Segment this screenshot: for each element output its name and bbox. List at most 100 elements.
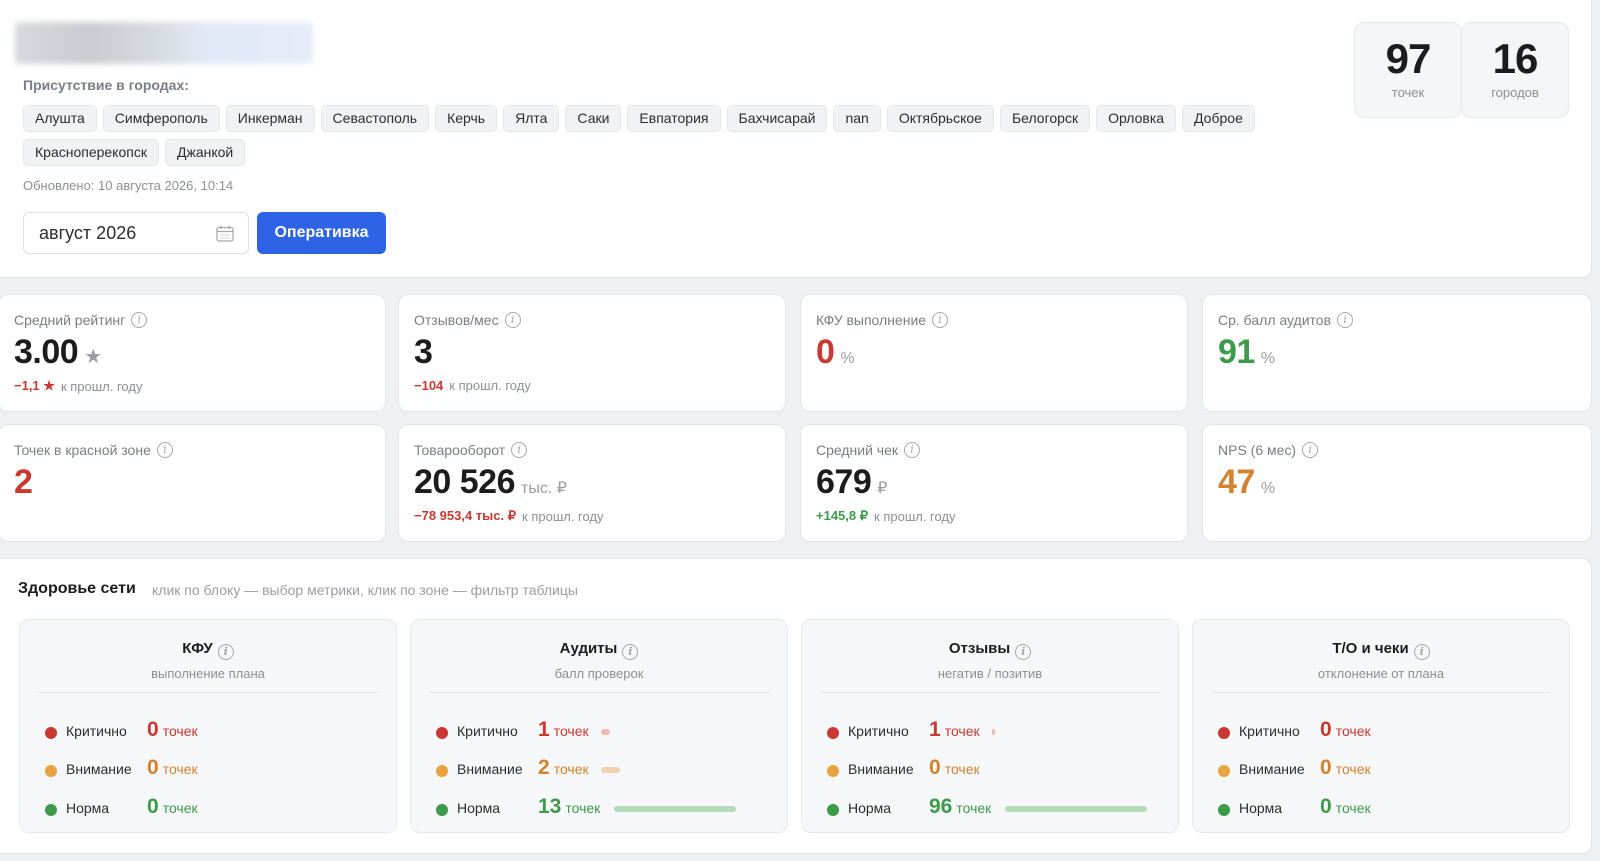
city-chip[interactable]: Орловка bbox=[1096, 105, 1177, 132]
zone-row-warning[interactable]: Внимание 0 точек bbox=[1218, 756, 1551, 782]
zone-bar bbox=[992, 729, 995, 735]
kpi-delta: −1,1 ★ bbox=[14, 378, 55, 393]
network-health-card: Здоровье сети клик по блоку — выбор метр… bbox=[0, 558, 1592, 854]
kpi-avg-check[interactable]: Средний чек i 679 ₽ +145,8 ₽ к прошл. году bbox=[800, 424, 1188, 542]
kpi-title: КФУ выполнение bbox=[816, 312, 927, 328]
divider bbox=[38, 692, 378, 693]
kpi-turnover[interactable]: Товарооборот i 20 526 тыс. ₽ −78 953,4 ты… bbox=[398, 424, 786, 542]
zone-label: Критично bbox=[848, 723, 909, 739]
zone-count: 0 точек bbox=[1320, 795, 1371, 818]
kpi-nps[interactable]: NPS (6 мес) i 47 % bbox=[1202, 424, 1592, 542]
kpi-title: Ср. балл аудитов bbox=[1218, 312, 1332, 328]
period-picker[interactable]: август 2026 bbox=[23, 212, 249, 254]
divider bbox=[820, 692, 1160, 693]
zone-row-warning[interactable]: Внимание 0 точек bbox=[45, 756, 378, 782]
zone-row-critical[interactable]: Критично 0 точек bbox=[1218, 718, 1551, 744]
city-chip[interactable]: Алушта bbox=[23, 105, 97, 132]
zone-label: Внимание bbox=[66, 761, 132, 777]
info-icon[interactable]: i bbox=[1413, 644, 1430, 660]
health-block[interactable]: КФУ i выполнение плана Критично 0 точек Вниман… bbox=[19, 619, 397, 833]
zone-bar bbox=[601, 729, 610, 735]
city-chip[interactable]: Октябрьское bbox=[886, 105, 994, 132]
city-chip[interactable]: Инкерман bbox=[225, 105, 315, 132]
info-icon[interactable]: i bbox=[131, 312, 148, 328]
kpi-kfu-completion[interactable]: КФУ выполнение i 0 % bbox=[800, 294, 1188, 412]
zone-row-critical[interactable]: Критично 0 точек bbox=[45, 718, 378, 744]
health-block[interactable]: Отзывы i негатив / позитив Критично 1 точек Вн… bbox=[801, 619, 1179, 833]
kpi-avg-rating[interactable]: Средний рейтинг i 3.00 ★ −1,1 ★ к прошл. г… bbox=[0, 294, 386, 412]
zone-count: 96 точек bbox=[929, 795, 992, 818]
city-chip[interactable]: Красноперекопск bbox=[23, 139, 159, 166]
zone-dot bbox=[45, 727, 57, 739]
kpi-value: 47 bbox=[1218, 463, 1255, 501]
zone-row-normal[interactable]: Норма 13 точек bbox=[436, 795, 769, 821]
kpi-red-zone-points[interactable]: Точек в красной зоне i 2 bbox=[0, 424, 386, 542]
operativka-button[interactable]: Оперативка bbox=[257, 212, 386, 254]
zone-row-critical[interactable]: Критично 1 точек bbox=[827, 718, 1160, 744]
period-value: август 2026 bbox=[39, 223, 137, 243]
zone-bar bbox=[614, 806, 736, 812]
health-block-subtitle: балл проверок bbox=[554, 666, 644, 681]
health-block-subtitle: выполнение плана bbox=[151, 666, 265, 681]
kpi-title: Товарооборот bbox=[414, 442, 506, 458]
info-icon[interactable]: i bbox=[1015, 644, 1032, 660]
city-chip[interactable]: Керчь bbox=[435, 105, 498, 132]
kpi-value: 91 bbox=[1218, 333, 1255, 371]
city-chip[interactable]: Бахчисарай bbox=[726, 105, 828, 132]
city-chip[interactable]: Доброе bbox=[1182, 105, 1255, 132]
kpi-audit-score[interactable]: Ср. балл аудитов i 91 % bbox=[1202, 294, 1592, 412]
zone-row-normal[interactable]: Норма 0 точек bbox=[1218, 795, 1551, 821]
zone-label: Критично bbox=[1239, 723, 1300, 739]
city-chip[interactable]: Евпатория bbox=[627, 105, 721, 132]
city-chip[interactable]: Севастополь bbox=[320, 105, 430, 132]
kpi-title: Средний чек bbox=[816, 442, 899, 458]
kpi-delta-note: к прошл. году bbox=[522, 508, 604, 524]
zone-count: 0 точек bbox=[929, 756, 980, 779]
health-block-subtitle: негатив / позитив bbox=[937, 666, 1043, 681]
city-chip[interactable]: Джанкой bbox=[164, 139, 246, 166]
zone-row-normal[interactable]: Норма 0 точек bbox=[45, 795, 378, 821]
zone-dot bbox=[827, 765, 839, 777]
zone-label: Внимание bbox=[848, 761, 914, 777]
kpi-delta-note: к прошл. году bbox=[60, 378, 143, 394]
health-block[interactable]: Аудиты i балл проверок Критично 1 точек Вниман… bbox=[410, 619, 788, 833]
zone-row-normal[interactable]: Норма 96 точек bbox=[827, 795, 1160, 821]
zone-row-critical[interactable]: Критично 1 точек bbox=[436, 718, 769, 744]
kpi-unit: % bbox=[840, 350, 855, 367]
zone-row-warning[interactable]: Внимание 0 точек bbox=[827, 756, 1160, 782]
kpi-delta: −104 bbox=[414, 378, 444, 393]
kpi-delta-note: к прошл. году bbox=[449, 378, 531, 393]
zone-label: Норма bbox=[848, 800, 892, 816]
city-chip[interactable]: Белогорск bbox=[999, 105, 1091, 132]
kpi-reviews-per-month[interactable]: Отзывов/мес i 3 −104 к прошл. году bbox=[398, 294, 786, 412]
zone-row-warning[interactable]: Внимание 2 точек bbox=[436, 756, 769, 782]
city-chip[interactable]: nan bbox=[833, 105, 881, 132]
zone-dot bbox=[1218, 765, 1230, 777]
info-icon[interactable]: i bbox=[1337, 312, 1354, 328]
info-icon[interactable]: i bbox=[511, 442, 528, 458]
city-chip[interactable]: Ялта bbox=[503, 105, 560, 132]
zone-bar bbox=[601, 767, 620, 773]
zone-count: 1 точек bbox=[538, 718, 589, 741]
zone-label: Норма bbox=[457, 800, 501, 816]
info-icon[interactable]: i bbox=[217, 644, 234, 660]
kpi-value: 20 526 bbox=[414, 463, 516, 501]
kpi-title: NPS (6 мес) bbox=[1218, 442, 1297, 458]
info-icon[interactable]: i bbox=[504, 312, 521, 328]
city-chip[interactable]: Симферополь bbox=[102, 105, 220, 132]
calendar-icon[interactable] bbox=[216, 225, 234, 242]
zone-count: 1 точек bbox=[929, 718, 980, 741]
zone-dot bbox=[436, 765, 448, 777]
info-icon[interactable]: i bbox=[904, 442, 921, 458]
zone-dot bbox=[436, 727, 448, 739]
info-icon[interactable]: i bbox=[932, 312, 949, 328]
zone-count: 0 точек bbox=[147, 756, 198, 779]
zone-label: Внимание bbox=[457, 761, 523, 777]
kpi-delta-note: к прошл. году bbox=[874, 508, 956, 524]
health-block[interactable]: Т/О и чеки i отклонение от плана Критично 0 т… bbox=[1192, 619, 1570, 833]
info-icon[interactable]: i bbox=[1302, 442, 1319, 458]
info-icon[interactable]: i bbox=[622, 644, 639, 660]
kpi-title: Средний рейтинг bbox=[14, 312, 126, 328]
info-icon[interactable]: i bbox=[156, 442, 173, 458]
city-chip[interactable]: Саки bbox=[565, 105, 622, 132]
